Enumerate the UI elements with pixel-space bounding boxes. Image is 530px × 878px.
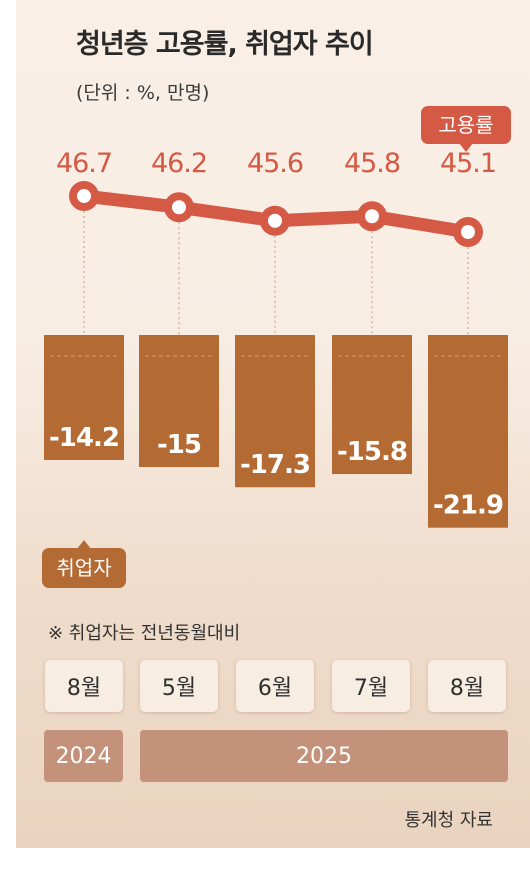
- source-text: 통계청 자료: [404, 810, 493, 831]
- bar-2: [235, 335, 315, 488]
- bar-label-1: -15: [157, 430, 201, 460]
- rate-label-1: 46.2: [151, 148, 207, 179]
- rate-point-inner-3: [365, 209, 379, 224]
- rate-label-3: 45.8: [344, 148, 400, 179]
- rate-point-inner-4: [461, 225, 475, 239]
- note-text: ※ 취업자는 전년동월대비: [48, 623, 241, 644]
- bar-layer: -14.2 -15 -17.3 -15.8 -21.9 취업자: [42, 335, 508, 588]
- rate-tag-label: 고용률: [438, 113, 493, 137]
- rate-label-0: 46.7: [56, 148, 112, 179]
- rate-tag-box: [421, 106, 511, 144]
- bar-label-3: -15.8: [337, 437, 407, 467]
- year-2025: 2025: [140, 730, 508, 782]
- emp-tag-pointer: [77, 540, 91, 549]
- year-2024: 2024: [44, 730, 123, 782]
- rate-label-4: 45.1: [440, 148, 496, 179]
- chart-title: 청년층 고용률, 취업자 추이: [76, 29, 374, 60]
- rate-point-inner-1: [172, 200, 186, 215]
- bar-label-0: -14.2: [49, 423, 119, 453]
- bar-3: [332, 335, 412, 475]
- bar-label-4: -21.9: [433, 491, 503, 521]
- month-cell-2: 6월: [236, 660, 314, 712]
- line-layer: 46.7 46.2 45.6 45.8 45.1 고용률: [56, 106, 511, 352]
- emp-tag-box: [42, 548, 126, 588]
- month-cell-3: 7월: [332, 660, 410, 712]
- bar-4: [428, 335, 508, 528]
- rate-point-inner-2: [268, 213, 282, 228]
- rate-tag-pointer: [459, 143, 473, 152]
- unit-label: (단위 : %, 만명): [76, 82, 210, 104]
- month-cell-4: 8월: [428, 660, 506, 712]
- emp-tag-label: 취업자: [56, 556, 111, 580]
- bar-label-2: -17.3: [240, 450, 310, 480]
- bar-1: [139, 335, 219, 467]
- month-cell-1: 5월: [140, 660, 218, 712]
- rate-label-2: 45.6: [247, 148, 303, 179]
- month-cell-0: 8월: [45, 660, 123, 712]
- rate-point-inner-0: [77, 189, 91, 203]
